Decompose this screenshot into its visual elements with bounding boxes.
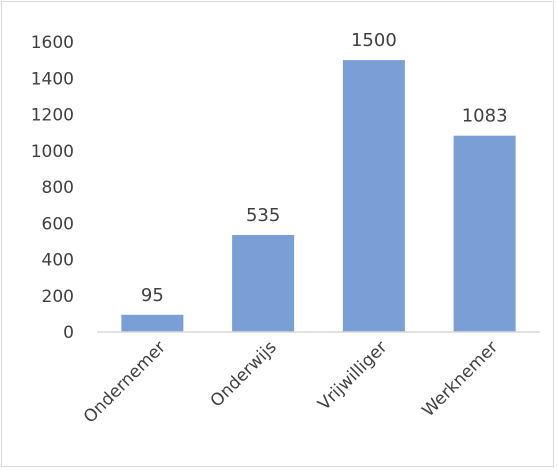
data-label: 95 bbox=[141, 285, 164, 306]
data-labels: 95 535 1500 1083 bbox=[141, 30, 508, 306]
bars bbox=[121, 60, 516, 332]
y-tick-label: 1600 bbox=[31, 33, 74, 53]
y-tick-label: 0 bbox=[63, 323, 74, 343]
y-tick-label: 400 bbox=[42, 251, 74, 271]
y-tick-label: 1200 bbox=[31, 106, 74, 126]
bar-vrijwilliger bbox=[342, 60, 405, 332]
bar-onderwijs bbox=[232, 235, 295, 332]
data-label: 535 bbox=[246, 205, 280, 226]
x-tick-label: Onderwijs bbox=[207, 337, 281, 411]
data-label: 1500 bbox=[351, 30, 397, 51]
y-tick-label: 600 bbox=[42, 214, 74, 234]
data-label: 1083 bbox=[462, 106, 508, 127]
x-tick-label: Werknemer bbox=[418, 337, 502, 421]
x-tick-label: Ondernemer bbox=[80, 337, 170, 427]
y-tick-label: 1400 bbox=[31, 69, 74, 89]
y-tick-label: 1000 bbox=[31, 142, 74, 162]
bar-werknemer bbox=[453, 135, 516, 332]
y-axis-ticks: 0 200 400 600 800 1000 1200 1400 1600 bbox=[31, 33, 74, 343]
x-axis-labels: Ondernemer Onderwijs Vrijwilliger Werknemer bbox=[80, 337, 502, 427]
bar-ondernemer bbox=[121, 314, 184, 332]
x-tick-label: Vrijwilliger bbox=[314, 337, 391, 414]
y-tick-label: 800 bbox=[42, 178, 74, 198]
y-tick-label: 200 bbox=[42, 287, 74, 307]
